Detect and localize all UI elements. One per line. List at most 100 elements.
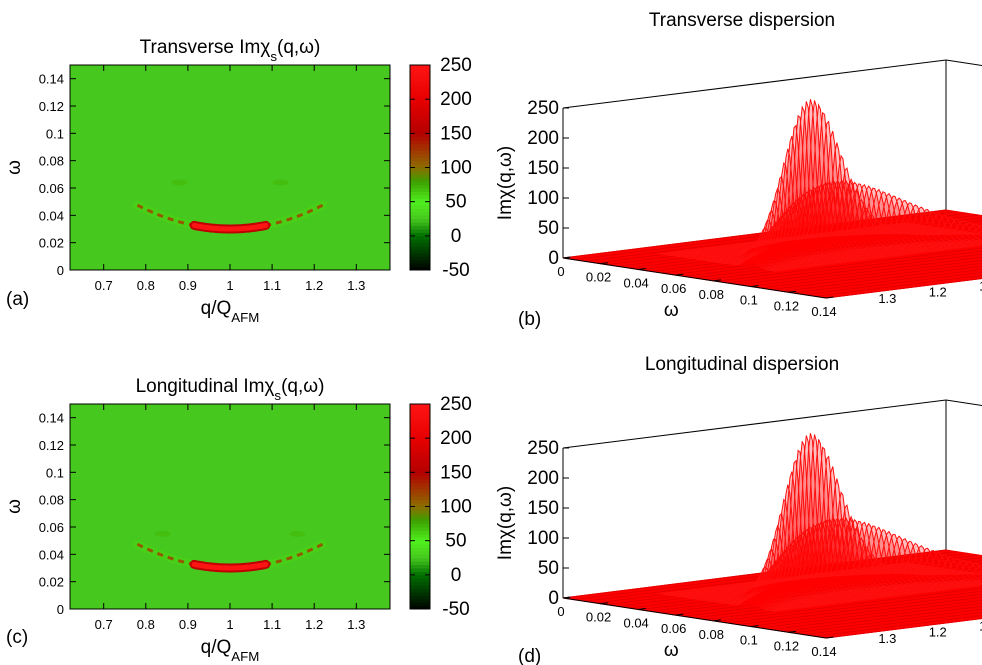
box-edge bbox=[562, 399, 947, 449]
colorbar-segment bbox=[410, 129, 430, 134]
colorbar-segment bbox=[410, 468, 430, 473]
y-tick-label: 0.02 bbox=[39, 236, 64, 251]
colorbar-segment bbox=[410, 571, 430, 576]
colorbar-tick-label: 0 bbox=[451, 565, 462, 586]
omega-tick-label: 0.1 bbox=[740, 293, 758, 308]
y-tick-label: 0.06 bbox=[39, 520, 64, 535]
colorbar-tick-label: 0 bbox=[451, 226, 462, 247]
colorbar-segment bbox=[410, 520, 430, 525]
colorbar-segment bbox=[410, 188, 430, 192]
dispersion-branch bbox=[136, 542, 324, 570]
omega-axis bbox=[562, 257, 827, 299]
surface-grid bbox=[716, 247, 982, 282]
side-spot-1 bbox=[272, 179, 289, 186]
colorbar-segment bbox=[410, 239, 430, 244]
surface-mesh-line bbox=[878, 558, 982, 582]
y-tick-label: 0 bbox=[57, 263, 64, 278]
colorbar-segment bbox=[410, 170, 430, 175]
surface-mesh-line bbox=[825, 191, 945, 251]
x-axis-label: q/QAFM bbox=[201, 298, 260, 325]
omega-tick-mark bbox=[825, 636, 834, 639]
surface-panel-1: 0 50 100 150 200 250 0 0.02 0.04 0.06 0.08 0.1 0.12 0… bbox=[495, 10, 982, 330]
chart-title: Longitudinal Imχs(q,ω) bbox=[136, 376, 325, 403]
z-tick-label: 50 bbox=[538, 218, 559, 239]
colorbar-segment bbox=[410, 157, 430, 162]
colorbar-segment bbox=[410, 550, 430, 555]
surface-mesh-line bbox=[874, 556, 982, 584]
y-tick-label: 0.12 bbox=[39, 438, 64, 453]
colorbar-segment bbox=[410, 249, 430, 254]
surface-mesh-line bbox=[833, 195, 953, 250]
colorbar-segment bbox=[410, 547, 430, 552]
colorbar-segment bbox=[410, 496, 430, 501]
colorbar-segment bbox=[410, 106, 430, 110]
colorbar-segment bbox=[410, 256, 430, 261]
panel-label: (d) bbox=[518, 646, 541, 665]
surface-grid bbox=[749, 596, 982, 627]
surface-grid bbox=[562, 549, 947, 599]
surface-mesh-line bbox=[682, 243, 802, 269]
z-axis-label: Imχ(q,ω) bbox=[495, 486, 516, 560]
colorbar-segment bbox=[410, 581, 430, 586]
y-tick-label: 0.14 bbox=[39, 411, 64, 426]
omega-tick-label: 0.14 bbox=[811, 644, 836, 659]
colorbar-segment bbox=[410, 126, 430, 131]
colorbar-segment bbox=[410, 123, 430, 127]
omega-tick-label: 0.04 bbox=[623, 275, 648, 290]
colorbar-tick-label: 250 bbox=[440, 55, 472, 76]
surface-grid bbox=[562, 209, 947, 259]
surface-mesh-line bbox=[886, 222, 982, 240]
omega-tick-label: 0.06 bbox=[661, 281, 686, 296]
surface-mesh-line bbox=[874, 217, 982, 244]
colorbar-segment bbox=[410, 499, 430, 504]
y-tick-label: 0 bbox=[57, 602, 64, 617]
surface-mesh-line bbox=[662, 592, 781, 612]
z-tick-label: 0 bbox=[548, 248, 559, 269]
heatmap-background bbox=[70, 404, 390, 609]
x-tick-label: 1.3 bbox=[347, 278, 365, 293]
colorbar-tick-label: 250 bbox=[440, 394, 472, 415]
colorbar-segment bbox=[410, 225, 430, 230]
dispersion-branch bbox=[136, 203, 324, 231]
surface-grid bbox=[760, 259, 982, 289]
colorbar-tick-label: 200 bbox=[440, 428, 472, 449]
side-spot-0 bbox=[171, 179, 188, 186]
surface-grid bbox=[825, 277, 982, 299]
panel-label: (c) bbox=[6, 627, 28, 648]
colorbar-segment bbox=[410, 537, 430, 542]
colorbar-segment bbox=[410, 407, 430, 412]
colorbar-segment bbox=[410, 506, 430, 511]
omega-axis bbox=[562, 597, 827, 639]
colorbar-segment bbox=[410, 578, 430, 583]
q-tick-label: 1.1 bbox=[979, 278, 982, 293]
surface-mesh-line bbox=[886, 561, 982, 580]
colorbar-segment bbox=[410, 486, 430, 490]
surface-grid bbox=[628, 223, 982, 269]
surface-mesh-line bbox=[837, 197, 957, 250]
z-tick-label: 100 bbox=[527, 528, 559, 549]
surface-grid bbox=[804, 611, 982, 636]
surface-mesh-line bbox=[899, 562, 982, 576]
colorbar-segment bbox=[410, 441, 430, 446]
side-spot-0 bbox=[154, 530, 171, 537]
surface-grid bbox=[793, 608, 982, 634]
surface-mesh-line bbox=[670, 590, 789, 611]
omega-tick-label: 0.08 bbox=[699, 287, 724, 302]
surface-grid bbox=[782, 265, 982, 292]
colorbar-segment bbox=[410, 88, 430, 93]
colorbar-segment bbox=[410, 174, 430, 179]
surface-grid bbox=[606, 557, 982, 606]
colorbar-segment bbox=[410, 605, 430, 610]
heatmap-panel-2: 0.7 0.8 0.9 1 1.1 1.2 1.3 0 0.02 0.04 0.06 0.08 0.1 0… bbox=[4, 376, 472, 664]
z-tick-label: 100 bbox=[527, 188, 559, 209]
surface-grid bbox=[760, 599, 982, 629]
colorbar-segment bbox=[410, 242, 430, 247]
colorbar-segment bbox=[410, 78, 430, 83]
z-tick-label: 0 bbox=[548, 588, 559, 609]
omega-tick-label: 0.02 bbox=[586, 270, 611, 285]
omega-tick-label: 0.06 bbox=[661, 621, 686, 636]
omega-tick-label: 0.1 bbox=[740, 633, 758, 648]
y-axis-label: ω bbox=[4, 160, 25, 175]
colorbar-segment bbox=[410, 68, 430, 73]
